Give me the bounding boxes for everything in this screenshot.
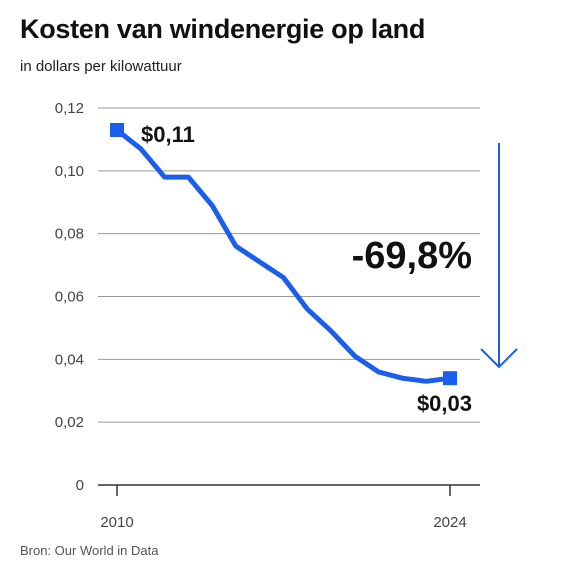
- y-tick-label: 0: [76, 477, 84, 494]
- arrow-head: [480, 348, 518, 369]
- x-tick-label: 2010: [100, 514, 133, 531]
- series-layer: [110, 122, 457, 386]
- y-tick-label: 0,10: [55, 163, 84, 180]
- x-axis: 2010 2024: [98, 484, 480, 531]
- y-axis-tick-labels: 0 0,02 0,04 0,06 0,08 0,10 0,12: [55, 100, 84, 494]
- source-note: Bron: Our World in Data: [20, 543, 159, 558]
- y-tick-label: 0,04: [55, 351, 84, 368]
- series-line: [114, 127, 453, 384]
- down-arrow-icon: [480, 143, 518, 369]
- y-tick-label: 0,08: [55, 226, 84, 243]
- start-point-marker: [110, 122, 124, 137]
- x-tick-label: 2024: [433, 514, 466, 531]
- chart-title: Kosten van windenergie op land: [20, 14, 426, 44]
- start-value-label: $0,11: [141, 122, 195, 147]
- annotations: $0,11 $0,03 -69,8%: [141, 122, 518, 416]
- y-tick-label: 0,02: [55, 414, 84, 431]
- y-tick-label: 0,06: [55, 289, 84, 306]
- y-tick-label: 0,12: [55, 100, 84, 117]
- chart-subtitle: in dollars per kilowattuur: [20, 58, 182, 75]
- percent-change-label: -69,8%: [352, 235, 472, 277]
- end-point-marker: [443, 371, 457, 386]
- end-value-label: $0,03: [417, 391, 472, 416]
